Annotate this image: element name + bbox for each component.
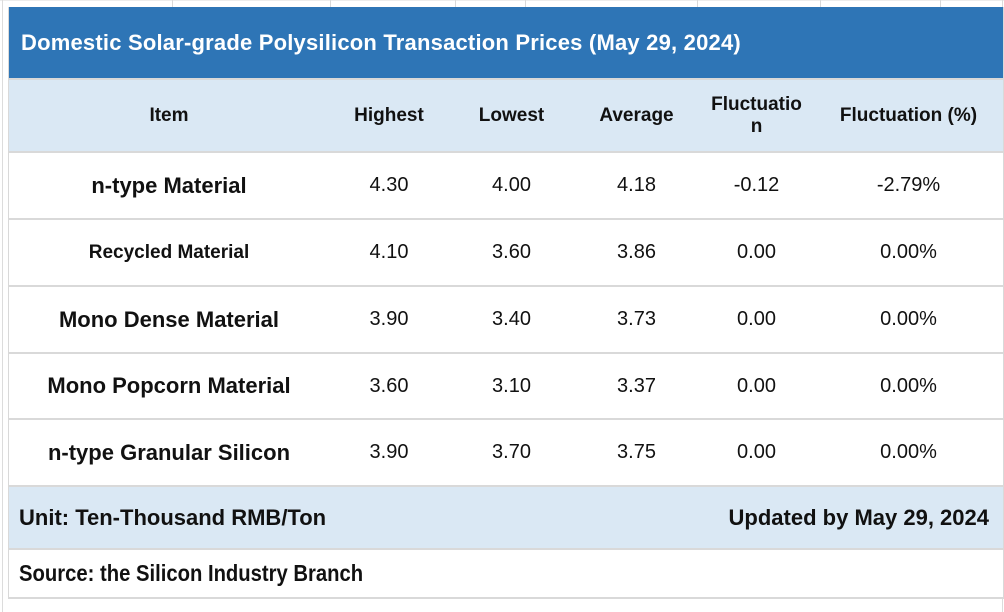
table-title: Domestic Solar-grade Polysilicon Transac… xyxy=(21,29,741,55)
sheet-gridline-left xyxy=(2,0,3,612)
table-title-bar: Domestic Solar-grade Polysilicon Transac… xyxy=(9,7,1003,78)
sheet-gridline-top xyxy=(0,0,1004,1)
highest-value: 4.10 xyxy=(369,241,409,263)
average-value: 3.73 xyxy=(617,308,656,330)
fluctuation-value: 0.00 xyxy=(737,374,776,397)
source-label: Source: the Silicon Industry Branch xyxy=(19,560,364,586)
table-row-n-type-granular-silicon: n-type Granular Silicon 3.90 3.70 3.75 0… xyxy=(9,418,1003,485)
table-row-mono-dense-material: Mono Dense Material 3.90 3.40 3.73 0.00 … xyxy=(9,285,1003,352)
header-fluctuation: Fluctuatio n xyxy=(711,93,802,137)
item-name: n-type Granular Silicon xyxy=(47,439,291,465)
header-lowest: Lowest xyxy=(478,104,545,126)
price-table: Domestic Solar-grade Polysilicon Transac… xyxy=(8,7,1004,599)
fluctuation-value: -0.12 xyxy=(733,174,780,196)
sheet-gridline xyxy=(940,0,941,7)
highest-value: 3.60 xyxy=(369,374,409,397)
lowest-value: 3.10 xyxy=(492,374,531,397)
lowest-value: 3.60 xyxy=(492,241,531,263)
lowest-value: 3.70 xyxy=(492,441,531,463)
item-name: Mono Popcorn Material xyxy=(47,373,291,398)
table-header-row: Item Highest Lowest Average Fluctuatio n… xyxy=(9,78,1003,151)
sheet-gridline xyxy=(455,0,456,7)
unit-label: Unit: Ten-Thousand RMB/Ton xyxy=(19,504,327,530)
item-name: Mono Dense Material xyxy=(58,306,280,332)
fluctuation-pct-value: 0.00% xyxy=(880,441,937,463)
header-item: Item xyxy=(149,104,189,126)
header-highest: Highest xyxy=(354,104,424,126)
fluctuation-value: 0.00 xyxy=(737,241,776,263)
header-fluctuation-pct: Fluctuation (%) xyxy=(839,104,978,126)
average-value: 3.75 xyxy=(617,441,656,463)
sheet-gridline xyxy=(820,0,821,7)
sheet-gridline xyxy=(697,0,698,7)
fluctuation-pct-value: 0.00% xyxy=(880,374,937,397)
item-name: Recycled Material xyxy=(88,241,250,263)
lowest-value: 3.40 xyxy=(492,308,531,330)
highest-value: 4.30 xyxy=(369,174,409,196)
header-average: Average xyxy=(599,104,674,126)
source-row: Source: the Silicon Industry Branch xyxy=(9,548,1003,597)
fluctuation-pct-value: 0.00% xyxy=(880,308,937,330)
highest-value: 3.90 xyxy=(369,441,409,463)
fluctuation-value: 0.00 xyxy=(737,441,776,463)
sheet-gridline xyxy=(172,0,173,7)
table-row-mono-popcorn-material: Mono Popcorn Material 3.60 3.10 3.37 0.0… xyxy=(9,352,1003,418)
fluctuation-pct-value: 0.00% xyxy=(880,241,937,263)
fluctuation-pct-value: -2.79% xyxy=(876,174,941,196)
sheet-gridline xyxy=(330,0,331,7)
average-value: 3.86 xyxy=(617,241,656,263)
updated-label: Updated by May 29, 2024 xyxy=(728,504,989,530)
sheet-gridline xyxy=(525,0,526,7)
item-name: n-type Material xyxy=(91,172,247,198)
table-footer-band: Unit: Ten-Thousand RMB/Ton Updated by Ma… xyxy=(9,485,1003,548)
table-row-n-type-material: n-type Material 4.30 4.00 4.18 -0.12 -2.… xyxy=(9,151,1003,218)
fluctuation-value: 0.00 xyxy=(737,308,776,330)
lowest-value: 4.00 xyxy=(492,174,531,196)
table-row-recycled-material: Recycled Material 4.10 3.60 3.86 0.00 0.… xyxy=(9,218,1003,285)
highest-value: 3.90 xyxy=(369,308,409,330)
average-value: 3.37 xyxy=(617,374,656,397)
average-value: 4.18 xyxy=(617,174,656,196)
